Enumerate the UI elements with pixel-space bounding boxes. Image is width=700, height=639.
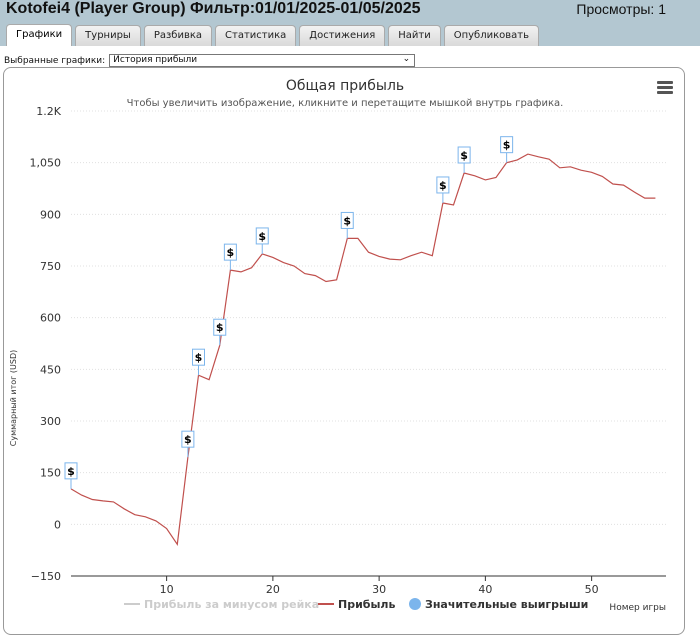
- big-win-marker-box: [255, 227, 269, 245]
- big-win-marker-box: [436, 176, 450, 194]
- big-win-marker-label: $: [227, 246, 235, 259]
- chart-selector-row: Выбранные графики: История прибыли ⌄: [4, 54, 416, 67]
- big-win-marker-label: $: [439, 179, 447, 192]
- tab-charts[interactable]: Графики: [6, 24, 73, 46]
- legend-item-big-wins[interactable]: Значительные выигрыши: [425, 598, 588, 611]
- chart-container[interactable]: −150 0 150 300 450 600 750 900 1,050 1.2K 10 20 30 40…: [3, 67, 685, 635]
- chevron-down-icon: ⌄: [402, 54, 411, 64]
- big-win-marker-label: $: [460, 149, 468, 162]
- x-tick-label: 50: [585, 583, 599, 596]
- big-win-marker-label: $: [184, 433, 192, 446]
- chart-menu-icon[interactable]: [657, 81, 673, 95]
- x-tick-label: 30: [372, 583, 386, 596]
- views-counter: Просмотры: 1: [576, 1, 666, 17]
- tab-bar: Графики Турниры Разбивка Статистика Дост…: [6, 24, 542, 46]
- big-win-marker-box: [500, 136, 514, 154]
- tab-statistics[interactable]: Статистика: [215, 25, 297, 46]
- chart-title: Общая прибыль: [286, 78, 404, 94]
- tab-tournaments[interactable]: Турниры: [75, 25, 141, 46]
- big-win-marker[interactable]: $: [181, 430, 195, 458]
- y-tick-label: 0: [54, 518, 61, 531]
- y-tick-label: 900: [40, 208, 61, 221]
- tab-achievements[interactable]: Достижения: [299, 25, 386, 46]
- y-tick-label: 150: [40, 467, 61, 480]
- big-win-marker-box: [340, 211, 354, 229]
- chart-legend: Прибыль за минусом рейка Прибыль Значите…: [124, 598, 588, 611]
- big-win-marker-label: $: [343, 214, 351, 227]
- big-win-marker-box: [213, 318, 227, 336]
- big-win-marker-box: [223, 243, 237, 261]
- page-title: Kotofei4 (Player Group) Фильтр:01/01/202…: [6, 0, 421, 17]
- big-win-marker[interactable]: $: [223, 243, 237, 271]
- legend-symbol-big-wins: [409, 598, 421, 610]
- big-win-marker[interactable]: $: [500, 136, 514, 163]
- big-win-marker-label: $: [67, 465, 75, 478]
- big-win-marker-label: $: [258, 230, 266, 243]
- profit-series-line: [70, 153, 656, 546]
- x-axis-label: Номер игры: [609, 603, 666, 613]
- big-win-marker-box: [181, 430, 195, 448]
- chart-selector-label: Выбранные графики:: [4, 55, 106, 66]
- big-win-marker[interactable]: $: [436, 176, 450, 203]
- y-tick-label: 600: [40, 312, 61, 325]
- big-win-marker[interactable]: $: [213, 318, 227, 346]
- axes: −150 0 150 300 450 600 750 900 1,050 1.2K 10 20 30 40…: [30, 105, 666, 596]
- big-win-marker-label: $: [503, 139, 511, 152]
- y-axis-label: Суммарный итог (USD): [9, 350, 18, 447]
- title-bar: Kotofei4 (Player Group) Фильтр:01/01/202…: [0, 0, 700, 46]
- chart-select[interactable]: История прибыли ⌄: [109, 54, 416, 67]
- tab-find[interactable]: Найти: [388, 25, 441, 46]
- big-win-marker[interactable]: $: [255, 227, 269, 254]
- legend-item-net-profit[interactable]: Прибыль за минусом рейка: [144, 598, 319, 611]
- big-win-markers: $ $ $ $ $ $ $ $ $ $: [64, 136, 514, 489]
- big-win-marker-box: [457, 146, 471, 164]
- y-tick-label: 300: [40, 415, 61, 428]
- y-tick-label: 1,050: [30, 157, 62, 170]
- legend-item-profit[interactable]: Прибыль: [338, 598, 395, 611]
- y-tick-label: −150: [31, 570, 61, 583]
- tab-publish[interactable]: Опубликовать: [443, 25, 540, 46]
- series-lines: [70, 153, 656, 546]
- chart-select-value: История прибыли: [113, 55, 198, 65]
- x-tick-label: 40: [478, 583, 492, 596]
- big-win-marker-box: [64, 462, 78, 480]
- big-win-marker-box: [192, 348, 205, 366]
- big-win-marker[interactable]: $: [64, 462, 78, 489]
- big-win-marker[interactable]: $: [340, 211, 354, 239]
- x-tick-label: 10: [160, 583, 174, 596]
- x-tick-label: 20: [266, 583, 280, 596]
- y-tick-label: 450: [40, 363, 61, 376]
- grid-lines: [71, 110, 666, 577]
- y-tick-label: 1.2K: [36, 105, 61, 118]
- big-win-marker-label: $: [195, 351, 203, 364]
- chart-subtitle: Чтобы увеличить изображение, кликните и …: [127, 98, 564, 109]
- big-win-marker[interactable]: $: [457, 146, 471, 173]
- tab-breakdown[interactable]: Разбивка: [143, 25, 213, 46]
- big-win-marker[interactable]: $: [192, 348, 205, 376]
- profit-chart[interactable]: −150 0 150 300 450 600 750 900 1,050 1.2K 10 20 30 40…: [4, 68, 685, 635]
- big-win-marker-label: $: [216, 321, 224, 334]
- y-tick-label: 750: [40, 260, 61, 273]
